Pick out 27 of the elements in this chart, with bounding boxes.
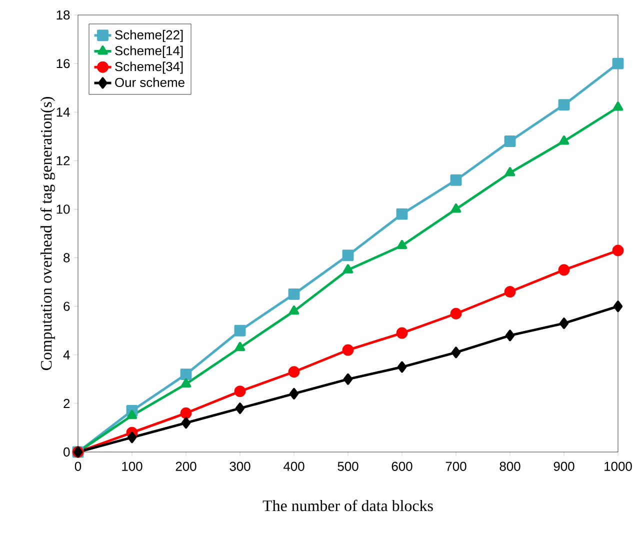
y-tick-label: 4 [63, 350, 70, 360]
y-tick-label: 0 [64, 447, 70, 457]
x-tick-label: 900 [554, 462, 574, 471]
y-tick-label: 18 [56, 10, 70, 20]
y-tick-label: 6 [64, 302, 70, 311]
legend-label: Scheme[14] [115, 46, 183, 58]
y-tick-label: 8 [64, 253, 70, 262]
legend-label: Scheme[34] [115, 62, 183, 74]
legend-label: Our scheme [115, 78, 184, 88]
x-tick-label: 800 [500, 462, 520, 471]
y-tick-label: 2 [64, 398, 70, 408]
x-tick-label: 400 [283, 462, 304, 471]
x-tick-label: 300 [230, 462, 250, 471]
y-tick-label: 10 [56, 204, 70, 214]
y-axis-title: Computation overhead of tag generation(s) [40, 96, 55, 370]
y-tick-label: 16 [56, 58, 70, 68]
x-tick-label: 200 [176, 462, 196, 471]
legend-label: Scheme[22] [115, 30, 183, 42]
x-tick-label: 700 [446, 462, 466, 471]
x-tick-label: 1000 [604, 462, 632, 471]
x-tick-label: 500 [338, 462, 358, 471]
x-axis-title: The number of data blocks [262, 500, 433, 512]
x-tick-label: 100 [122, 462, 142, 471]
x-tick-label: 0 [74, 462, 82, 471]
y-tick-label: 14 [56, 108, 70, 117]
x-tick-label: 600 [392, 462, 412, 471]
y-tick-label: 12 [56, 156, 70, 166]
